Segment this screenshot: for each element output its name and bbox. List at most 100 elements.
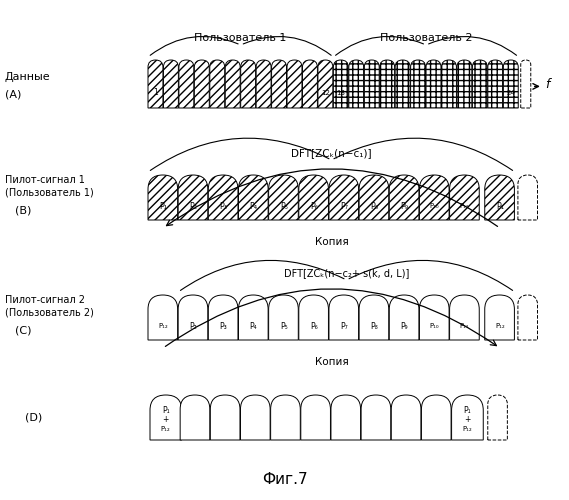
PathPatch shape — [361, 395, 391, 440]
Text: P₂: P₂ — [189, 322, 197, 331]
Text: P₈: P₈ — [370, 322, 378, 331]
PathPatch shape — [180, 395, 210, 440]
PathPatch shape — [301, 395, 331, 440]
PathPatch shape — [178, 175, 208, 220]
Text: 24: 24 — [506, 90, 516, 96]
PathPatch shape — [422, 395, 451, 440]
PathPatch shape — [419, 175, 449, 220]
Text: P₁₁: P₁₁ — [460, 324, 469, 330]
Text: +: + — [464, 415, 471, 424]
Text: P₆: P₆ — [310, 202, 318, 211]
PathPatch shape — [488, 60, 503, 108]
PathPatch shape — [485, 295, 514, 340]
PathPatch shape — [359, 175, 389, 220]
PathPatch shape — [518, 175, 538, 220]
Text: DFT[ZCₖ(n−c₁)]: DFT[ZCₖ(n−c₁)] — [291, 148, 372, 158]
PathPatch shape — [238, 295, 268, 340]
PathPatch shape — [450, 295, 479, 340]
Text: P₁₀: P₁₀ — [430, 204, 439, 210]
PathPatch shape — [518, 295, 538, 340]
PathPatch shape — [241, 60, 255, 108]
PathPatch shape — [521, 60, 531, 108]
Text: P₁: P₁ — [159, 202, 167, 211]
Text: P₁₁: P₁₁ — [460, 204, 469, 210]
Text: P₉: P₉ — [401, 202, 409, 211]
PathPatch shape — [163, 60, 179, 108]
Text: P₁: P₁ — [496, 202, 504, 211]
Text: P₁₂: P₁₂ — [495, 324, 505, 330]
PathPatch shape — [211, 395, 240, 440]
PathPatch shape — [238, 175, 268, 220]
Text: P₁: P₁ — [464, 406, 471, 415]
PathPatch shape — [208, 175, 238, 220]
PathPatch shape — [395, 60, 410, 108]
PathPatch shape — [488, 395, 508, 440]
PathPatch shape — [241, 395, 270, 440]
Text: P₆: P₆ — [310, 322, 318, 331]
PathPatch shape — [329, 295, 358, 340]
PathPatch shape — [333, 60, 348, 108]
Text: 12: 12 — [321, 90, 330, 96]
Text: (C): (C) — [15, 325, 31, 335]
PathPatch shape — [426, 60, 441, 108]
PathPatch shape — [271, 60, 287, 108]
Text: Пользователь 1: Пользователь 1 — [195, 33, 287, 43]
Text: Пользователь 2: Пользователь 2 — [380, 33, 472, 43]
PathPatch shape — [442, 60, 456, 108]
Text: P₃: P₃ — [220, 322, 227, 331]
PathPatch shape — [208, 295, 238, 340]
PathPatch shape — [485, 175, 514, 220]
Text: (A): (A) — [5, 90, 22, 100]
Text: Копия: Копия — [315, 237, 348, 247]
Text: P₁₀: P₁₀ — [430, 324, 439, 330]
PathPatch shape — [150, 395, 182, 440]
Text: P₁₂: P₁₂ — [161, 426, 171, 432]
Text: +: + — [163, 415, 169, 424]
Text: P₃: P₃ — [220, 202, 228, 211]
Text: Фиг.7: Фиг.7 — [262, 472, 308, 488]
PathPatch shape — [364, 60, 379, 108]
Text: P₂: P₂ — [189, 202, 197, 211]
PathPatch shape — [195, 60, 209, 108]
PathPatch shape — [457, 60, 472, 108]
PathPatch shape — [271, 395, 300, 440]
Text: P₇: P₇ — [340, 322, 348, 331]
Text: P₄: P₄ — [250, 322, 257, 331]
PathPatch shape — [389, 175, 419, 220]
Text: Пилот-сигнал 1
(Пользователь 1): Пилот-сигнал 1 (Пользователь 1) — [5, 176, 94, 197]
PathPatch shape — [179, 60, 194, 108]
PathPatch shape — [329, 175, 358, 220]
PathPatch shape — [299, 295, 328, 340]
PathPatch shape — [269, 295, 298, 340]
Text: 13: 13 — [337, 90, 345, 96]
PathPatch shape — [148, 60, 163, 108]
Text: DFT[ZCₖ(n−c₂+ s(k, d, L)]: DFT[ZCₖ(n−c₂+ s(k, d, L)] — [284, 268, 409, 278]
PathPatch shape — [359, 295, 389, 340]
PathPatch shape — [349, 60, 364, 108]
PathPatch shape — [210, 60, 225, 108]
PathPatch shape — [419, 295, 449, 340]
PathPatch shape — [269, 175, 298, 220]
PathPatch shape — [287, 60, 302, 108]
PathPatch shape — [148, 295, 178, 340]
Text: P₇: P₇ — [340, 202, 348, 211]
Text: 1: 1 — [154, 88, 158, 97]
PathPatch shape — [452, 395, 483, 440]
Text: f: f — [545, 78, 549, 92]
Text: (B): (B) — [15, 205, 31, 215]
Text: P₅: P₅ — [280, 322, 287, 331]
PathPatch shape — [178, 295, 208, 340]
PathPatch shape — [256, 60, 271, 108]
PathPatch shape — [504, 60, 518, 108]
PathPatch shape — [148, 175, 178, 220]
PathPatch shape — [225, 60, 240, 108]
Text: P₅: P₅ — [280, 202, 288, 211]
PathPatch shape — [303, 60, 318, 108]
Text: Пилот-сигнал 2
(Пользователь 2): Пилот-сигнал 2 (Пользователь 2) — [5, 296, 94, 317]
Text: P₄: P₄ — [250, 202, 258, 211]
Text: P₉: P₉ — [401, 322, 408, 331]
PathPatch shape — [299, 175, 328, 220]
PathPatch shape — [318, 60, 333, 108]
PathPatch shape — [391, 395, 421, 440]
Text: Данные: Данные — [5, 72, 51, 82]
